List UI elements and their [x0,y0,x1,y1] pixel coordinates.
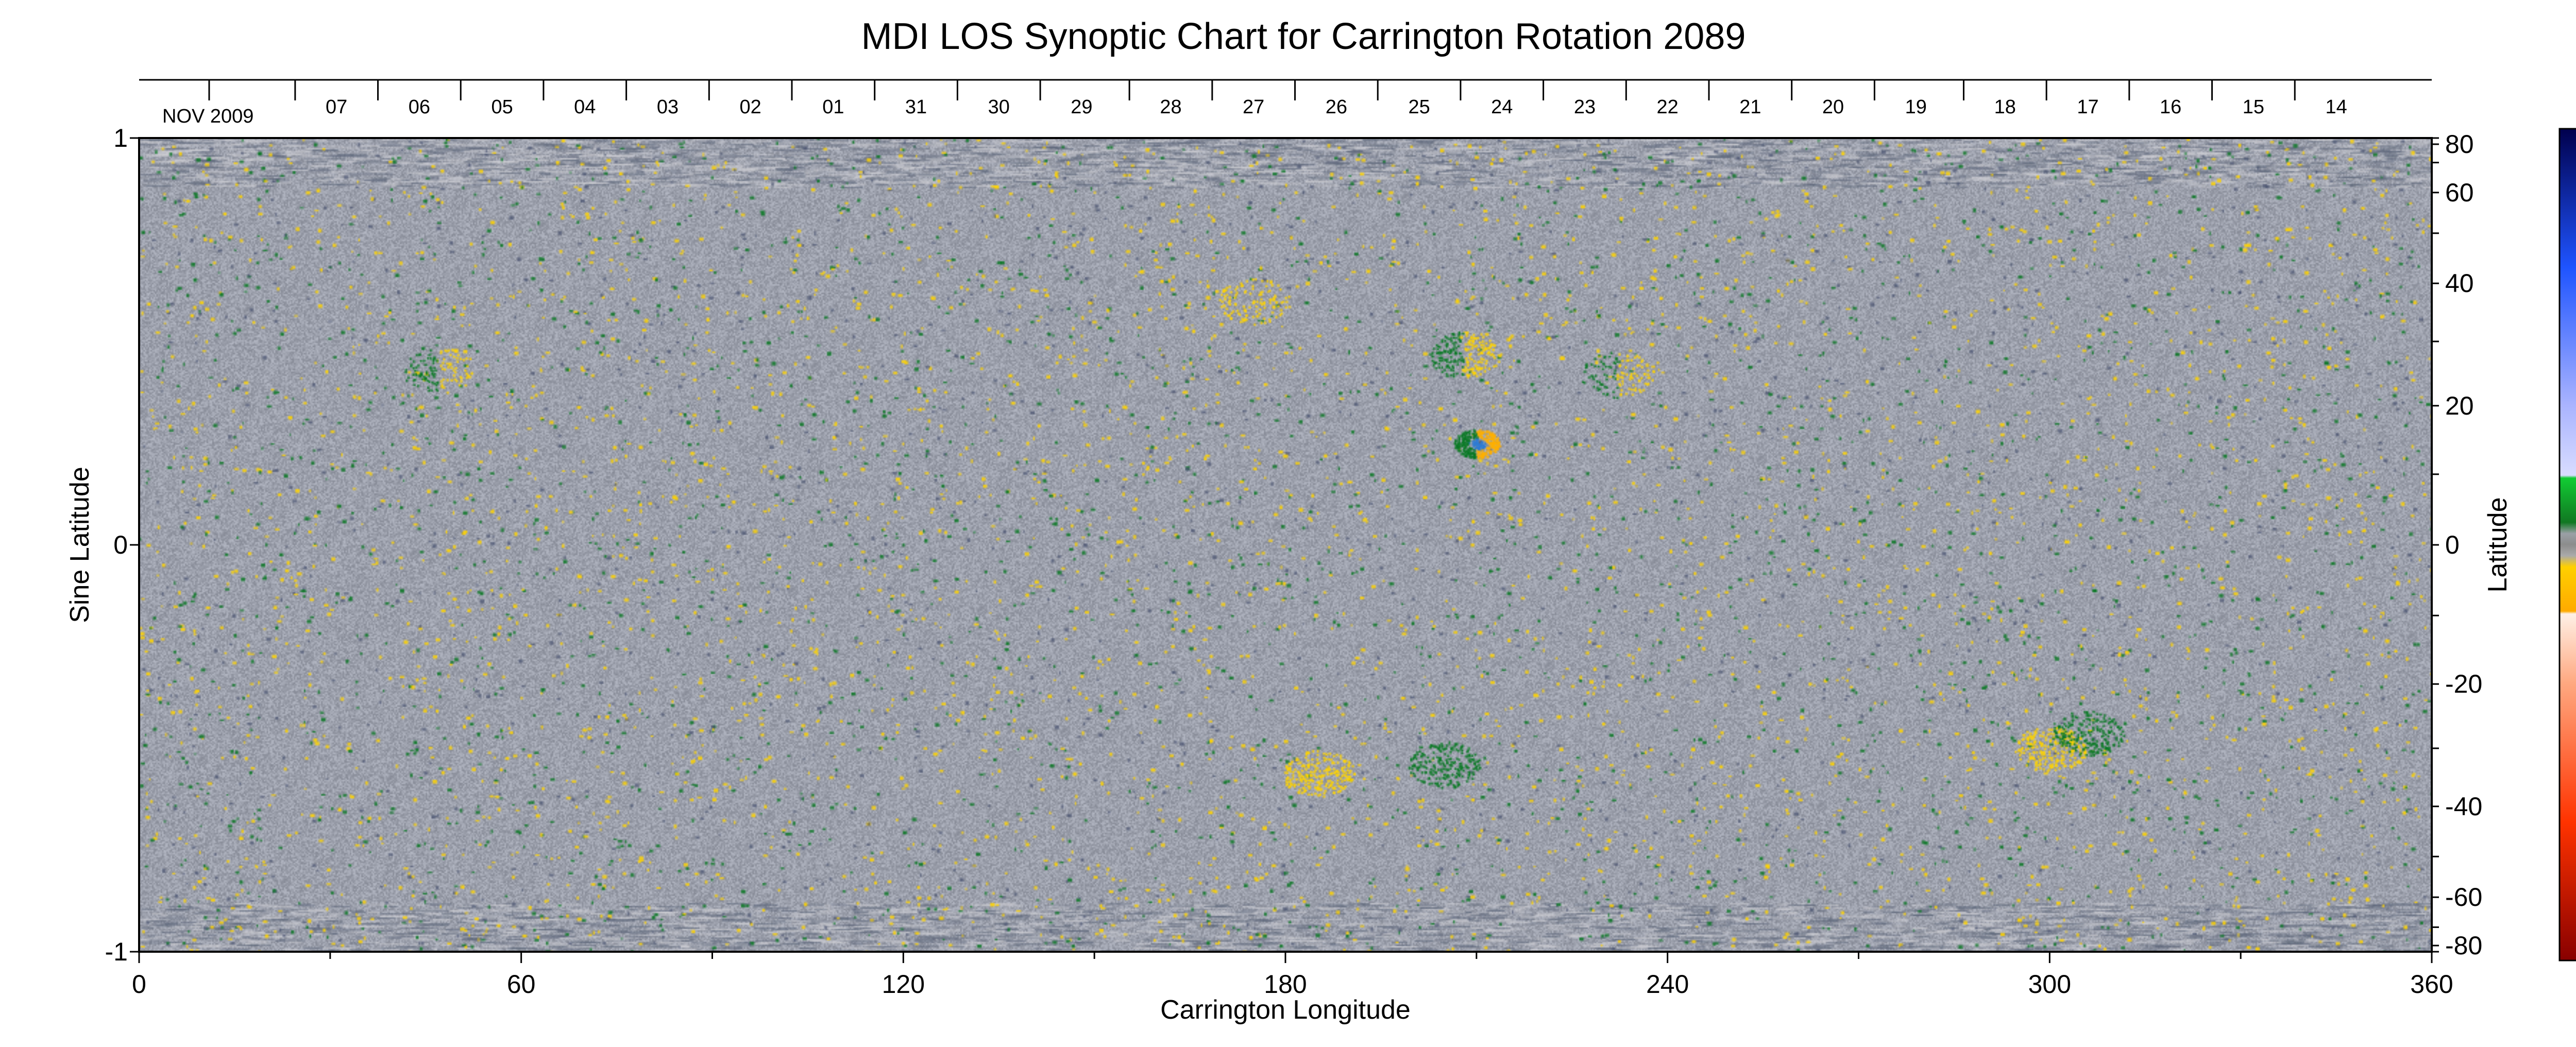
y-tick-label-right: -20 [2445,670,2482,698]
date-label: 23 [1574,96,1596,118]
date-label: 25 [1408,96,1430,118]
date-label: 30 [988,96,1010,118]
x-tick-label: 0 [132,970,146,999]
date-label: 24 [1491,96,1513,118]
date-label: 03 [657,96,679,118]
y-tick-label-left: -1 [105,937,128,966]
y-tick-label-left: 0 [113,530,128,559]
date-label: 02 [740,96,761,118]
date-label: 21 [1739,96,1761,118]
date-label: 07 [326,96,347,118]
date-label: 29 [1071,96,1092,118]
colorbar [2558,128,2576,962]
date-label: 19 [1905,96,1927,118]
y-tick-label-right: -80 [2445,931,2482,960]
x-tick-label: 60 [507,970,536,999]
date-label: 17 [2077,96,2098,118]
x-tick-label: 180 [1264,970,1307,999]
date-label: 31 [905,96,927,118]
y-axis-right: 80 60 40 20 0 -20 -40 -60 -80 [2432,130,2482,960]
y-axis-right-title: Latitude [2483,497,2513,592]
month-label: NOV 2009 [162,106,253,127]
date-label: 15 [2243,96,2264,118]
date-label: 18 [1994,96,2016,118]
y-tick-label-right: -40 [2445,792,2482,821]
y-tick-label-right: 40 [2445,269,2474,298]
y-tick-label-right: 0 [2445,530,2460,559]
x-tick-label: 300 [2028,970,2071,999]
date-label: 14 [2325,96,2347,118]
date-label: 26 [1326,96,1347,118]
date-label: 05 [491,96,513,118]
x-axis-title: Carrington Longitude [1160,995,1411,1025]
y-axis-left: -1 0 1 [105,124,139,966]
date-label: 28 [1160,96,1181,118]
date-label: 20 [1822,96,1844,118]
date-label: 27 [1243,96,1264,118]
y-tick-label-right: 20 [2445,391,2474,420]
y-axis-left-title: Sine Latitude [65,467,95,623]
date-label: 06 [409,96,430,118]
y-tick-label-right: -60 [2445,883,2482,912]
y-tick-label-left: 1 [113,124,128,152]
x-tick-label: 360 [2410,970,2453,999]
magnetogram-map [139,138,2432,952]
x-tick-label: 120 [882,970,925,999]
x-axis: 0 60 120 180 240 300 360 [132,952,2453,999]
date-label: 22 [1657,96,1679,118]
date-label: 16 [2160,96,2181,118]
y-tick-label-right: 60 [2445,178,2474,207]
date-label: 01 [822,96,844,118]
x-tick-label: 240 [1646,970,1689,999]
date-axis: NOV 2009 07 06 05 04 03 02 01 31 30 29 28 27 26 25 24 2… [139,79,2432,127]
chart-title: MDI LOS Synoptic Chart for Carrington Ro… [861,16,1746,57]
date-label: 04 [574,96,596,118]
y-tick-label-right: 80 [2445,130,2474,159]
